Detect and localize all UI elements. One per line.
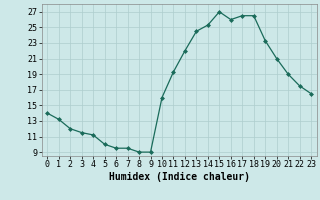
X-axis label: Humidex (Indice chaleur): Humidex (Indice chaleur) [109,172,250,182]
